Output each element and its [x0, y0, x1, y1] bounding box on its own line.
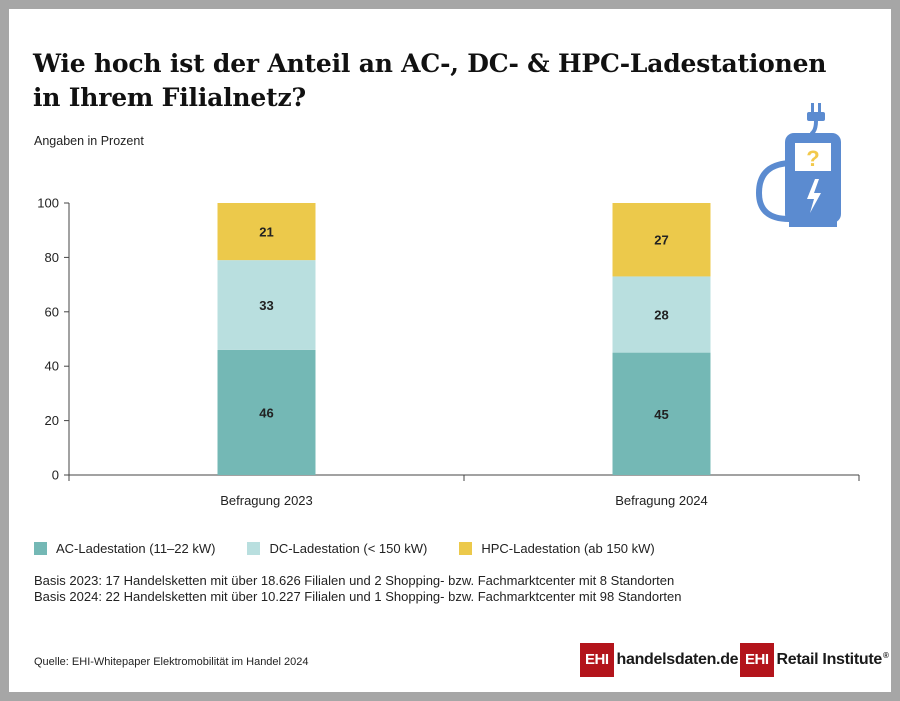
legend-swatch-hpc [459, 542, 473, 555]
chart-title-line-2: in Ihrem Filialnetz? [33, 83, 306, 112]
data-label: 33 [259, 298, 273, 313]
legend-swatch-dc [247, 542, 261, 555]
x-category-label: Befragung 2023 [220, 493, 313, 508]
handelsdaten-logo-box: EHI [580, 643, 614, 677]
chart-card: Wie hoch ist der Anteil an AC-, DC- & HP… [9, 9, 891, 692]
retail-institute-logo: EHI Retail Institute® [740, 643, 889, 677]
y-tick-label: 80 [45, 250, 59, 265]
data-label: 46 [259, 405, 273, 420]
y-tick-label: 40 [45, 359, 59, 374]
y-tick-label: 100 [37, 196, 59, 211]
bar-segment-dc-2 [612, 276, 711, 353]
y-tick-label: 60 [45, 304, 59, 319]
y-tick-label: 20 [45, 413, 59, 428]
chart-subtitle: Angaben in Prozent [34, 134, 144, 148]
bar-segment-ac-1 [217, 349, 316, 475]
retail-institute-logo-label: Retail Institute [776, 651, 883, 668]
retail-institute-logo-box: EHI [740, 643, 774, 677]
bar-segment-ac-2 [612, 352, 711, 475]
handelsdaten-logo: EHI handelsdaten.de [580, 643, 739, 677]
basis-2023-note: Basis 2023: 17 Handelsketten mit über 18… [34, 573, 675, 588]
y-tick-label: 0 [52, 468, 59, 483]
stacked-bar-chart: 0 20 40 60 80 100 46 33 21 Befragung 2023 45 28 27 Be… [37, 196, 860, 508]
basis-notes: Basis 2023: 17 Handelsketten mit über 18… [34, 573, 682, 605]
legend-label-hpc: HPC-Ladestation (ab 150 kW) [481, 541, 655, 556]
bar-segment-hpc-2 [612, 203, 711, 277]
legend-label-ac: AC-Ladestation (11–22 kW) [56, 541, 216, 556]
legend: AC-Ladestation (11–22 kW) DC-Ladestation… [34, 541, 687, 556]
x-category-label: Befragung 2024 [615, 493, 708, 508]
data-label: 28 [654, 308, 668, 323]
question-glyph: ? [806, 146, 819, 171]
legend-item-hpc: HPC-Ladestation (ab 150 kW) [459, 541, 655, 556]
bar-segment-dc-1 [217, 260, 316, 350]
source-note: Quelle: EHI-Whitepaper Elektromobilität … [34, 656, 309, 668]
legend-label-dc: DC-Ladestation (< 150 kW) [269, 541, 428, 556]
data-label: 21 [259, 225, 273, 240]
registered-mark: ® [882, 651, 889, 660]
chart-title-line-1: Wie hoch ist der Anteil an AC-, DC- & HP… [33, 49, 827, 78]
data-label: 45 [654, 407, 668, 422]
legend-swatch-ac [34, 542, 47, 555]
basis-2024-note: Basis 2024: 22 Handelsketten mit über 10… [34, 589, 682, 604]
legend-item-ac: AC-Ladestation (11–22 kW) [34, 541, 215, 556]
bar-segment-hpc-1 [217, 203, 316, 261]
retail-institute-logo-text: Retail Institute® [777, 651, 889, 669]
data-label: 27 [654, 233, 668, 248]
legend-item-dc: DC-Ladestation (< 150 kW) [247, 541, 427, 556]
chart-title: Wie hoch ist der Anteil an AC-, DC- & HP… [33, 47, 833, 115]
ev-charger-icon: ? [755, 103, 841, 227]
handelsdaten-logo-text: handelsdaten.de [616, 651, 739, 668]
